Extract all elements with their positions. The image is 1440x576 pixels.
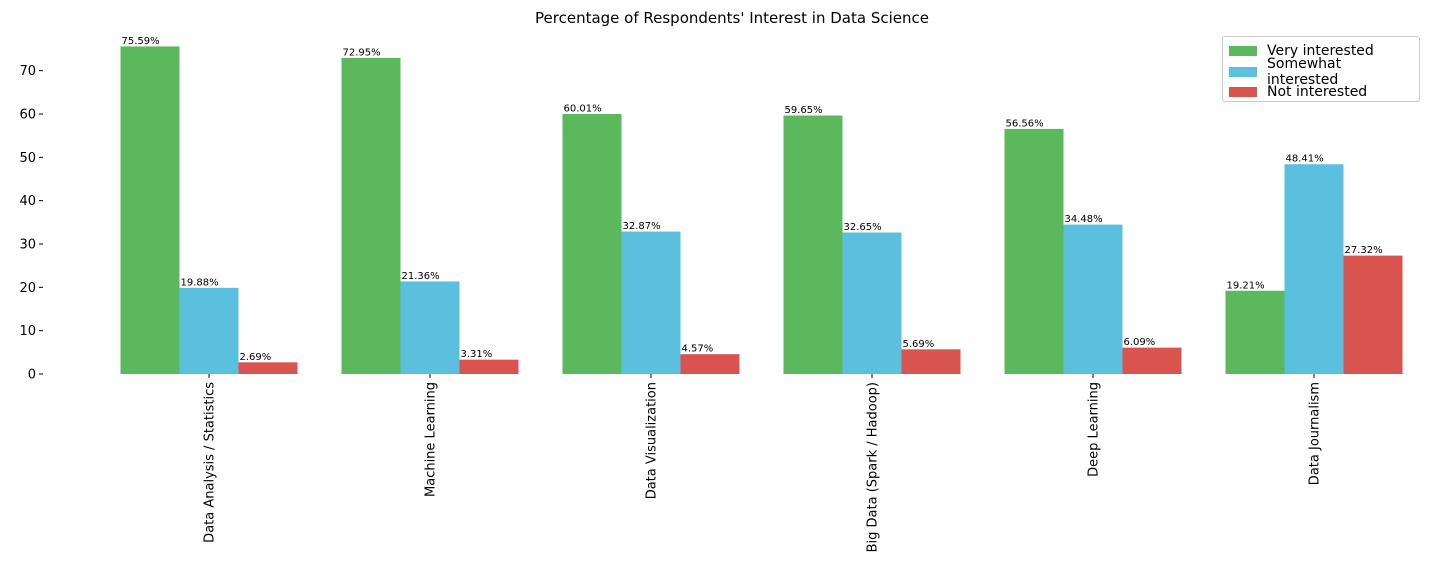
data-label: 27.32% (1345, 245, 1383, 256)
bar-somewhat-interested-data-analysis-statistics (179, 287, 239, 374)
legend-label-somewhat-interested: Somewhat interested (1267, 55, 1342, 88)
x-tick-label: Big Data (Spark / Hadoop) (866, 382, 881, 552)
data-label: 48.41% (1286, 154, 1324, 165)
x-tick-label: Data Analysis / Statistics (203, 382, 218, 543)
bar-not-interested-machine-learning (459, 359, 519, 374)
data-label: 59.65% (785, 105, 823, 116)
y-tick-label: 30 (19, 238, 36, 253)
y-tick-label: 40 (19, 194, 36, 209)
data-label: 34.48% (1065, 214, 1103, 225)
data-label: 6.09% (1124, 337, 1156, 348)
bar-very-interested-machine-learning (341, 57, 401, 375)
y-tick-label: 60 (19, 108, 36, 123)
bar-somewhat-interested-data-journalism (1284, 164, 1344, 374)
bar-not-interested-data-analysis-statistics (238, 362, 298, 374)
bar-not-interested-data-journalism (1343, 255, 1403, 374)
bar-very-interested-data-analysis-statistics (120, 46, 180, 375)
data-label: 3.31% (461, 349, 493, 360)
x-tick-label: Data Visualization (645, 382, 660, 499)
legend-item-somewhat-interested: Somewhat interested (1229, 56, 1413, 88)
bar-very-interested-data-visualization (562, 113, 622, 374)
y-tick-label: 50 (19, 151, 36, 166)
legend: Very interested Somewhat interested Not … (1222, 36, 1420, 102)
y-tick-label: 70 (19, 64, 36, 79)
data-label: 2.69% (240, 352, 272, 363)
data-label: 5.69% (903, 339, 935, 350)
bar-very-interested-big-data-spark-hadoop (783, 115, 843, 375)
legend-item-very-interested: Very interested (1229, 41, 1413, 62)
data-label: 56.56% (1006, 118, 1044, 129)
legend-label-not-interested: Not interested (1267, 84, 1368, 101)
y-tick-label: 10 (19, 324, 36, 339)
bar-somewhat-interested-big-data-spark-hadoop (842, 232, 902, 374)
bar-very-interested-data-journalism (1225, 290, 1285, 374)
x-tick-label: Machine Learning (424, 382, 439, 497)
bar-not-interested-data-visualization (680, 354, 740, 374)
data-label: 21.36% (402, 271, 440, 282)
data-label: 19.88% (181, 277, 219, 288)
legend-item-not-interested: Not interested (1229, 82, 1413, 103)
bar-somewhat-interested-data-visualization (621, 231, 681, 374)
bar-not-interested-deep-learning (1122, 347, 1182, 374)
data-label: 60.01% (564, 103, 602, 114)
data-label: 75.59% (122, 36, 160, 47)
bar-somewhat-interested-machine-learning (400, 281, 460, 374)
x-tick-label: Data Journalism (1308, 382, 1323, 485)
bar-somewhat-interested-deep-learning (1063, 224, 1123, 374)
legend-swatch-somewhat-interested (1229, 66, 1257, 77)
legend-swatch-very-interested (1229, 46, 1257, 57)
x-tick-label: Deep Learning (1087, 382, 1102, 477)
legend-label-very-interested: Very interested (1267, 43, 1374, 60)
data-label: 19.21% (1227, 280, 1265, 291)
legend-swatch-not-interested (1229, 87, 1257, 98)
y-tick-label: 20 (19, 281, 36, 296)
data-label: 72.95% (343, 47, 381, 58)
chart-title: Percentage of Respondents' Interest in D… (535, 9, 929, 27)
data-label: 4.57% (682, 344, 714, 355)
data-label: 32.87% (623, 221, 661, 232)
bar-not-interested-big-data-spark-hadoop (901, 349, 961, 374)
data-label: 32.65% (844, 222, 882, 233)
bar-very-interested-deep-learning (1004, 128, 1064, 374)
y-tick-label: 0 (28, 368, 36, 383)
